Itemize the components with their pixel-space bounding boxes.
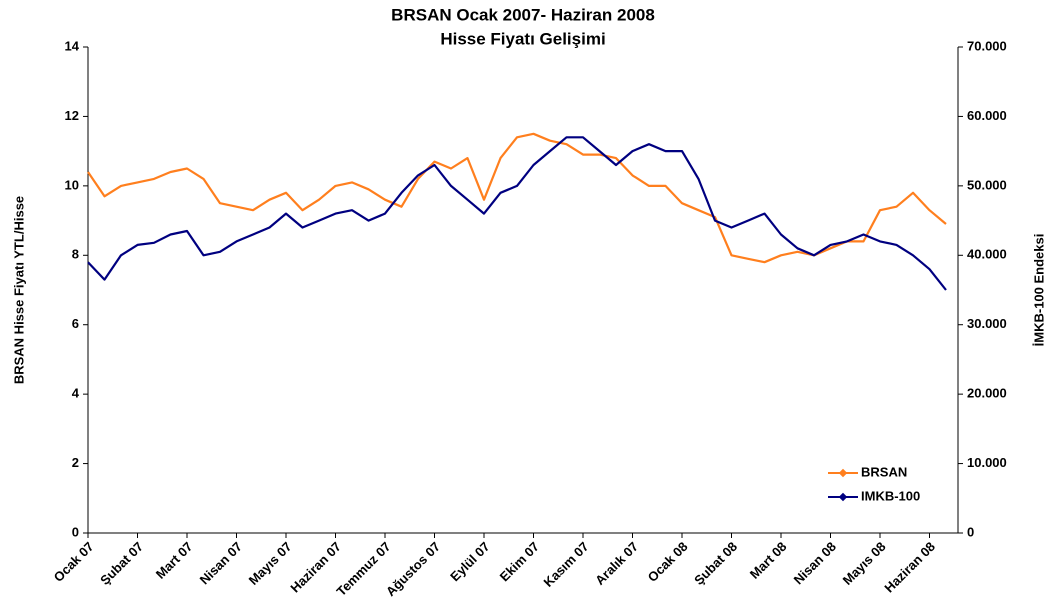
y2-axis-label: İMKB-100 Endeksi [1031, 234, 1046, 347]
chart-subtitle: Hisse Fiyatı Gelişimi [440, 29, 605, 48]
x-tick-label: Mayıs 08 [840, 539, 889, 588]
y-tick-label: 2 [72, 455, 79, 470]
x-tick-label: Aralık 07 [592, 539, 641, 588]
x-tick-label: Ocak 07 [51, 539, 97, 585]
x-tick-label: Eylül 07 [447, 539, 492, 584]
y-tick-label: 12 [65, 108, 79, 123]
x-tick-label: Mart 08 [747, 539, 790, 582]
y-tick-label: 14 [65, 38, 80, 53]
y2-tick-label: 30.000 [967, 316, 1007, 331]
x-tick-label: Mart 07 [153, 539, 196, 582]
legend-label: IMKB-100 [861, 488, 920, 503]
x-tick-label: Ocak 08 [645, 539, 691, 585]
y-tick-label: 4 [72, 386, 80, 401]
y-tick-label: 10 [65, 177, 79, 192]
y-axis-label: BRSAN Hisse Fiyatı YTL/Hisse [11, 196, 26, 384]
y2-tick-label: 10.000 [967, 455, 1007, 470]
x-tick-label: Nisan 07 [197, 539, 245, 587]
y2-tick-label: 20.000 [967, 386, 1007, 401]
y-tick-label: 0 [72, 524, 79, 539]
y-tick-label: 8 [72, 247, 79, 262]
x-tick-label: Şubat 08 [691, 539, 740, 588]
y2-tick-label: 70.000 [967, 38, 1007, 53]
series-line [87, 136, 947, 291]
x-tick-label: Mayıs 07 [246, 539, 295, 588]
x-tick-label: Nisan 08 [791, 539, 839, 587]
legend-marker [838, 492, 848, 502]
y2-tick-label: 60.000 [967, 108, 1007, 123]
y2-tick-label: 50.000 [967, 177, 1007, 192]
y-tick-label: 6 [72, 316, 79, 331]
legend-marker [838, 468, 848, 478]
series-line [87, 132, 947, 264]
legend-label: BRSAN [861, 464, 907, 479]
x-tick-label: Kasım 07 [541, 539, 592, 590]
x-tick-label: Haziran 08 [881, 539, 938, 596]
chart-title: BRSAN Ocak 2007- Haziran 2008 [391, 5, 655, 24]
y2-tick-label: 0 [967, 524, 974, 539]
y2-tick-label: 40.000 [967, 247, 1007, 262]
x-tick-label: Şubat 07 [97, 539, 146, 588]
x-tick-label: Ekim 07 [497, 539, 542, 584]
